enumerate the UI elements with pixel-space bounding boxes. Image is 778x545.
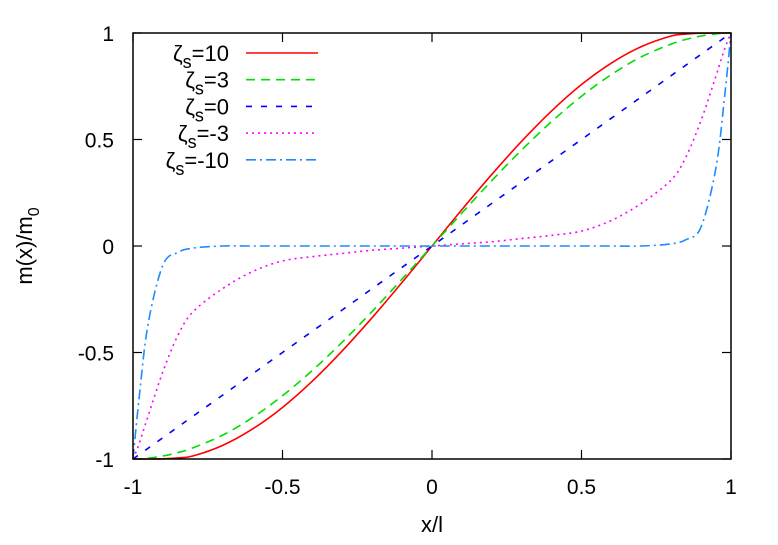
y-axis-label: m(x)/m0 (12, 207, 43, 284)
y-tick-label: -0.5 (78, 343, 114, 366)
ticks: -1 -0.5 0 0.5 1 -1 -0.5 0 0.5 1 (78, 23, 737, 499)
x-tick-label: -0.5 (264, 476, 300, 499)
x-axis-label: x/l (421, 512, 443, 537)
legend-label: ζs=-10 (166, 148, 229, 179)
legend-entry: ζs=-3 (178, 121, 318, 152)
legend-label: ζs=0 (185, 94, 229, 125)
legend-entry: ζs=0 (185, 94, 318, 125)
y-tick-label: -1 (95, 449, 114, 472)
x-tick-label: 0 (426, 476, 438, 499)
y-tick-label: 0 (102, 236, 114, 259)
x-tick-label: 0.5 (567, 476, 596, 499)
series-line-3 (132, 32, 732, 460)
x-tick-label: 1 (725, 476, 737, 499)
legend-entry: ζs=3 (185, 68, 318, 99)
legend-label: ζs=3 (185, 68, 229, 99)
legend-label: ζs=10 (173, 41, 229, 72)
series-line-4 (132, 32, 732, 460)
legend-entry: ζs=10 (173, 41, 318, 72)
legend-entry: ζs=-10 (166, 148, 318, 179)
curves (132, 32, 732, 460)
x-tick-label: -1 (124, 476, 143, 499)
legend-label: ζs=-3 (178, 121, 229, 152)
y-tick-label: 0.5 (85, 130, 114, 153)
y-tick-label: 1 (102, 23, 114, 46)
